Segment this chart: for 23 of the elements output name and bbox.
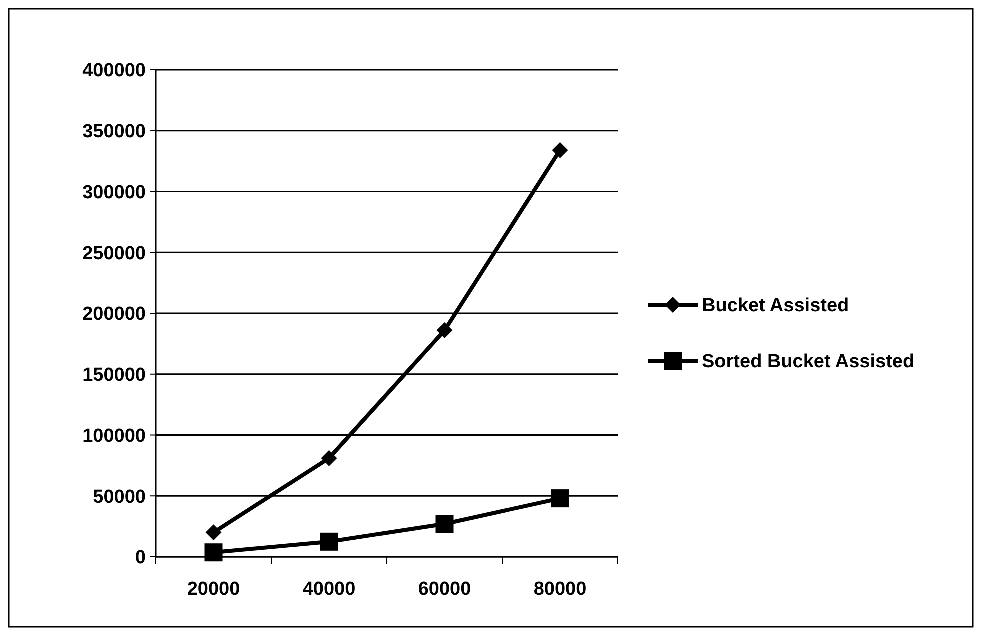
point	[321, 450, 338, 466]
y-tick-label: 150000	[82, 365, 146, 386]
point	[436, 515, 454, 534]
point	[436, 322, 453, 339]
y-tick-label: 100000	[82, 426, 146, 447]
y-tick-label: 250000	[82, 243, 146, 264]
y-tick-label: 50000	[93, 486, 146, 508]
y-tick-label: 400000	[82, 60, 146, 82]
x-tick-label: 20000	[187, 579, 240, 600]
y-tick-label: 200000	[82, 304, 146, 326]
x-tick-label: 40000	[302, 579, 356, 600]
point	[320, 532, 338, 551]
y-tick-label: 0	[135, 548, 146, 569]
x-tick-label: 80000	[534, 579, 587, 600]
y-tick-label: 300000	[82, 182, 146, 204]
x-tick-label: 60000	[418, 579, 472, 600]
point	[206, 524, 222, 541]
point	[204, 544, 223, 562]
legend-label: Sorted Bucket Assisted	[702, 352, 915, 373]
point	[551, 490, 570, 508]
point	[552, 142, 568, 158]
legend-label: Bucket Assisted	[702, 296, 850, 317]
y-tick-label: 350000	[82, 122, 146, 143]
